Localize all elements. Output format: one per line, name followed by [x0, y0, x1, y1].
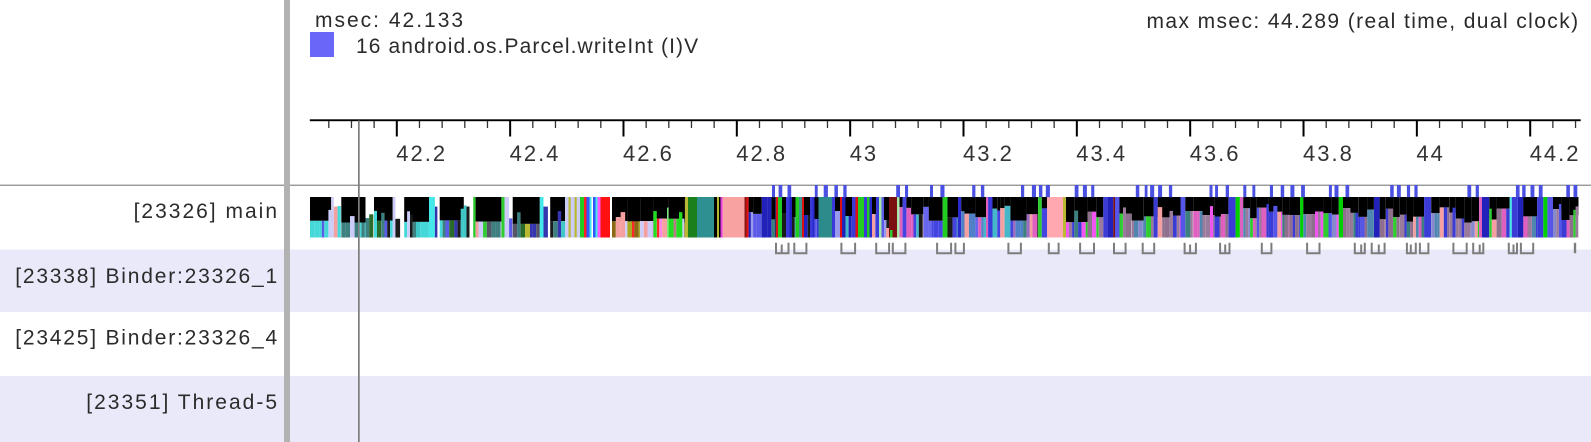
- svg-text:43.4: 43.4: [1076, 141, 1127, 166]
- svg-text:44.2: 44.2: [1530, 141, 1581, 166]
- svg-text:42.8: 42.8: [736, 141, 787, 166]
- svg-text:[23351] Thread-5: [23351] Thread-5: [86, 391, 279, 414]
- svg-text:[23425] Binder:23326_4: [23425] Binder:23326_4: [15, 327, 279, 350]
- svg-text:[23338] Binder:23326_1: [23338] Binder:23326_1: [15, 265, 279, 288]
- svg-text:[23326] main: [23326] main: [134, 200, 279, 223]
- svg-text:16 android.os.Parcel.writeInt: 16 android.os.Parcel.writeInt (I)V: [356, 35, 699, 58]
- svg-text:43: 43: [850, 141, 878, 166]
- svg-text:44: 44: [1416, 141, 1444, 166]
- svg-text:42.4: 42.4: [510, 141, 561, 166]
- svg-text:43.8: 43.8: [1303, 141, 1354, 166]
- svg-text:max msec: 44.289 (real time, d: max msec: 44.289 (real time, dual clock): [1147, 10, 1580, 33]
- svg-text:43.2: 43.2: [963, 141, 1014, 166]
- svg-text:42.6: 42.6: [623, 141, 674, 166]
- svg-text:42.2: 42.2: [396, 141, 447, 166]
- svg-text:msec: 42.133: msec: 42.133: [315, 9, 465, 32]
- svg-text:43.6: 43.6: [1190, 141, 1241, 166]
